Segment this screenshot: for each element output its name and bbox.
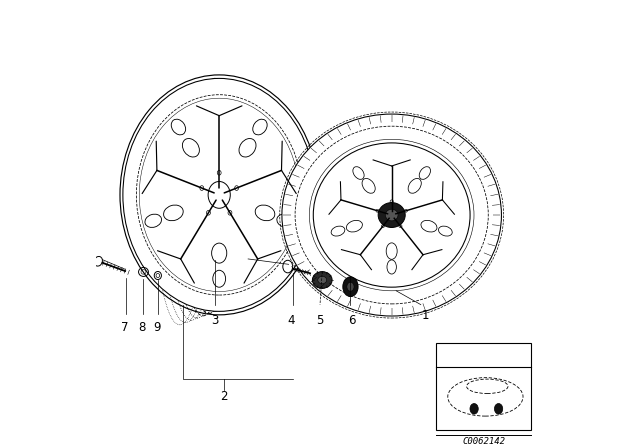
Text: 2: 2	[220, 390, 227, 403]
Text: 4: 4	[287, 314, 294, 327]
Ellipse shape	[343, 277, 358, 297]
Ellipse shape	[314, 143, 470, 287]
Bar	[436, 343, 531, 430]
Text: 8: 8	[138, 320, 146, 334]
Ellipse shape	[347, 282, 354, 291]
Text: C0062142: C0062142	[462, 437, 505, 446]
Ellipse shape	[318, 276, 326, 284]
Text: 5: 5	[316, 314, 324, 327]
Text: 1: 1	[422, 309, 429, 323]
Ellipse shape	[495, 404, 502, 414]
Text: 7: 7	[122, 320, 129, 334]
Ellipse shape	[312, 271, 332, 289]
Ellipse shape	[470, 404, 478, 414]
Text: 3: 3	[211, 314, 218, 327]
Ellipse shape	[282, 114, 502, 316]
Ellipse shape	[385, 209, 398, 221]
Ellipse shape	[378, 202, 405, 228]
Text: 6: 6	[349, 314, 356, 327]
Ellipse shape	[295, 126, 488, 304]
Ellipse shape	[123, 78, 316, 311]
Text: 9: 9	[154, 320, 161, 334]
